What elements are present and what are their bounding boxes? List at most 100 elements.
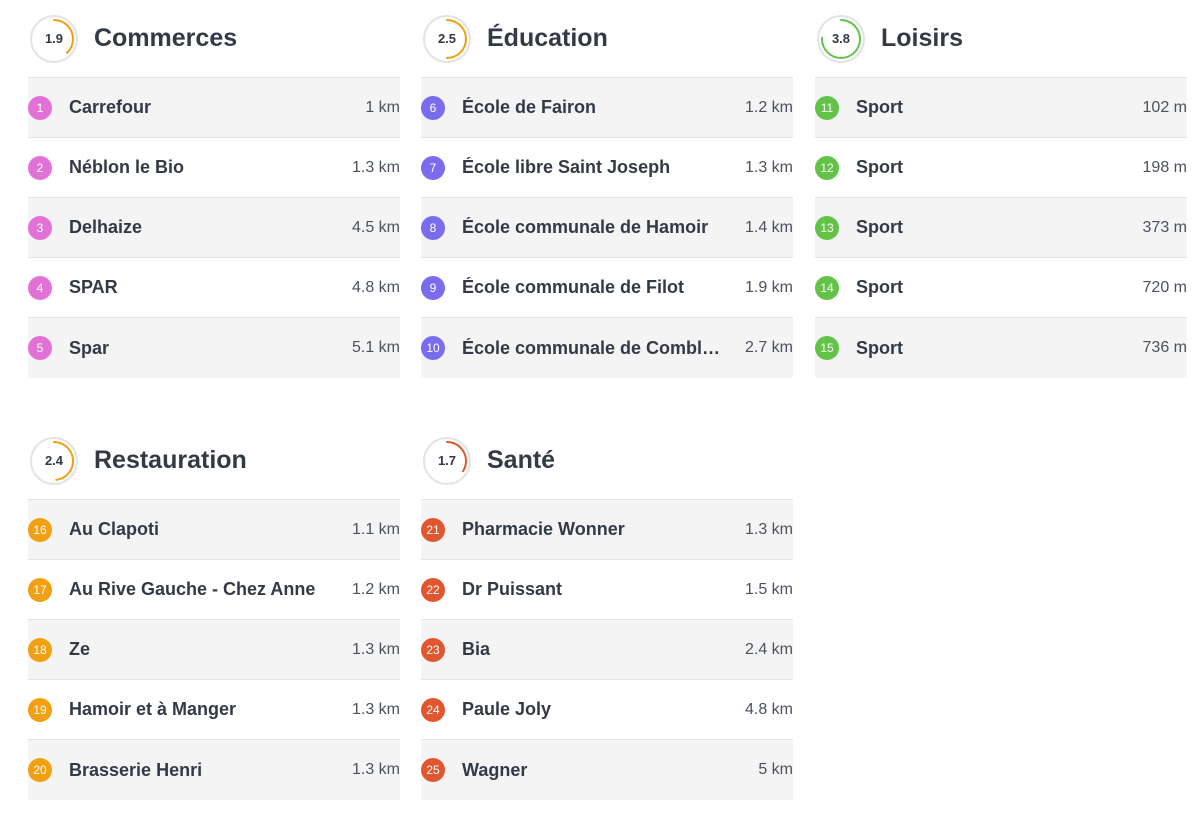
place-name: Néblon le Bio <box>69 157 185 177</box>
category-header: 1.9 Commerces <box>28 0 400 78</box>
place-name: Paule Joly <box>462 699 552 719</box>
place-distance: 1.5 km <box>744 580 793 598</box>
list-item[interactable]: 8 École communale de Hamoir 1.4 km <box>421 198 793 258</box>
category-title: Éducation <box>487 24 608 52</box>
list-item[interactable]: 3 Delhaize 4.5 km <box>28 198 400 258</box>
category-education: 2.5 Éducation 6 École de Fairon 1.2 km 7 Éc… <box>421 0 793 378</box>
place-distance: 2.4 km <box>744 640 793 658</box>
place-name: Wagner <box>462 759 528 780</box>
list-item[interactable]: 18 Ze 1.3 km <box>28 620 400 680</box>
list-item[interactable]: 12 Sport 198 m <box>815 138 1187 198</box>
list-item[interactable]: 14 Sport 720 m <box>815 258 1187 318</box>
category-title: Santé <box>487 446 556 474</box>
place-distance: 2.7 km <box>744 339 793 356</box>
list-item[interactable]: 1 Carrefour 1 km <box>28 78 400 138</box>
score-value: 1.7 <box>437 453 457 468</box>
list-item[interactable]: 7 École libre Saint Joseph 1.3 km <box>421 138 793 198</box>
list-item[interactable]: 15 Sport 736 m <box>815 318 1187 378</box>
list-item[interactable]: 22 Dr Puissant 1.5 km <box>421 560 793 620</box>
marker-badge: 4 <box>28 275 52 300</box>
place-name: École communale de Filot <box>462 277 685 297</box>
place-distance: 1.3 km <box>351 158 400 176</box>
list-item[interactable]: 25 Wagner 5 km <box>421 740 793 800</box>
marker-badge: 12 <box>815 155 839 180</box>
marker-badge: 2 <box>28 155 52 180</box>
place-name: Brasserie Henri <box>69 759 203 780</box>
marker-badge: 24 <box>421 697 445 722</box>
marker-badge: 13 <box>815 215 839 240</box>
list-item[interactable]: 24 Paule Joly 4.8 km <box>421 680 793 740</box>
place-name: Bia <box>462 639 491 659</box>
marker-badge: 21 <box>421 517 445 542</box>
category-restauration: 2.4 Restauration 16 Au Clapoti 1.1 km 17 Au… <box>28 422 400 800</box>
place-distance: 720 m <box>1142 278 1187 296</box>
list-item[interactable]: 6 École de Fairon 1.2 km <box>421 78 793 138</box>
list-item[interactable]: 16 Au Clapoti 1.1 km <box>28 500 400 560</box>
list-item[interactable]: 23 Bia 2.4 km <box>421 620 793 680</box>
place-distance: 736 m <box>1142 339 1187 356</box>
marker-badge: 3 <box>28 215 52 240</box>
place-distance: 1.2 km <box>744 98 793 116</box>
place-name: Sport <box>856 97 903 117</box>
place-name: Delhaize <box>69 217 143 237</box>
marker-badge: 14 <box>815 275 839 300</box>
list-item[interactable]: 13 Sport 373 m <box>815 198 1187 258</box>
score-value: 1.9 <box>44 31 64 46</box>
list-item[interactable]: 9 École communale de Filot 1.9 km <box>421 258 793 318</box>
place-name: École libre Saint Joseph <box>462 157 671 177</box>
list-item[interactable]: 5 Spar 5.1 km <box>28 318 400 378</box>
marker-badge: 20 <box>28 758 52 782</box>
marker-badge: 5 <box>28 336 52 360</box>
place-name: Au Rive Gauche - Chez Anne <box>69 579 316 599</box>
list-item[interactable]: 11 Sport 102 m <box>815 78 1187 138</box>
score-value: 2.5 <box>437 31 457 46</box>
list-item[interactable]: 17 Au Rive Gauche - Chez Anne 1.2 km <box>28 560 400 620</box>
marker-badge: 8 <box>421 215 445 240</box>
place-name: Spar <box>69 337 110 358</box>
marker-badge: 23 <box>421 637 445 662</box>
list-item[interactable]: 19 Hamoir et à Manger 1.3 km <box>28 680 400 740</box>
score-value: 3.8 <box>831 31 851 46</box>
marker-badge: 10 <box>421 336 445 360</box>
place-distance: 5 km <box>758 761 793 778</box>
place-distance: 1.1 km <box>351 520 400 538</box>
place-name: Au Clapoti <box>69 519 159 539</box>
category-header: 3.8 Loisirs <box>815 0 1187 78</box>
place-distance: 198 m <box>1142 158 1187 176</box>
marker-badge: 6 <box>421 95 445 120</box>
marker-badge: 19 <box>28 697 52 722</box>
list-item[interactable]: 20 Brasserie Henri 1.3 km <box>28 740 400 800</box>
score-gauge: 3.8 <box>815 13 867 65</box>
place-name: Ze <box>69 639 91 659</box>
score-gauge: 1.7 <box>421 435 473 487</box>
category-title: Loisirs <box>881 24 963 52</box>
place-name: Hamoir et à Manger <box>69 699 237 719</box>
place-distance: 5.1 km <box>351 339 400 356</box>
list-item[interactable]: 2 Néblon le Bio 1.3 km <box>28 138 400 198</box>
category-header: 1.7 Santé <box>421 422 793 500</box>
place-name: École communale de Hamoir <box>462 217 709 237</box>
place-distance: 1.3 km <box>351 700 400 718</box>
place-distance: 102 m <box>1142 98 1187 116</box>
list-item[interactable]: 10 École communale de Combl… 2.7 km <box>421 318 793 378</box>
list-item[interactable]: 4 SPAR 4.8 km <box>28 258 400 318</box>
marker-badge: 16 <box>28 517 52 542</box>
place-distance: 1.3 km <box>351 761 400 778</box>
place-distance: 1.2 km <box>351 580 400 598</box>
marker-badge: 11 <box>815 95 839 120</box>
place-name: École de Fairon <box>462 97 597 117</box>
score-gauge: 2.5 <box>421 13 473 65</box>
category-header: 2.5 Éducation <box>421 0 793 78</box>
place-distance: 4.5 km <box>351 218 400 236</box>
place-distance: 1.3 km <box>744 158 793 176</box>
place-distance: 1.9 km <box>744 278 793 296</box>
marker-badge: 18 <box>28 637 52 662</box>
place-distance: 373 m <box>1142 218 1187 236</box>
place-name: Sport <box>856 277 903 297</box>
category-title: Restauration <box>94 446 247 474</box>
place-name: Sport <box>856 217 903 237</box>
place-distance: 1.3 km <box>351 640 400 658</box>
marker-badge: 1 <box>28 95 52 120</box>
place-name: Sport <box>856 157 903 177</box>
list-item[interactable]: 21 Pharmacie Wonner 1.3 km <box>421 500 793 560</box>
